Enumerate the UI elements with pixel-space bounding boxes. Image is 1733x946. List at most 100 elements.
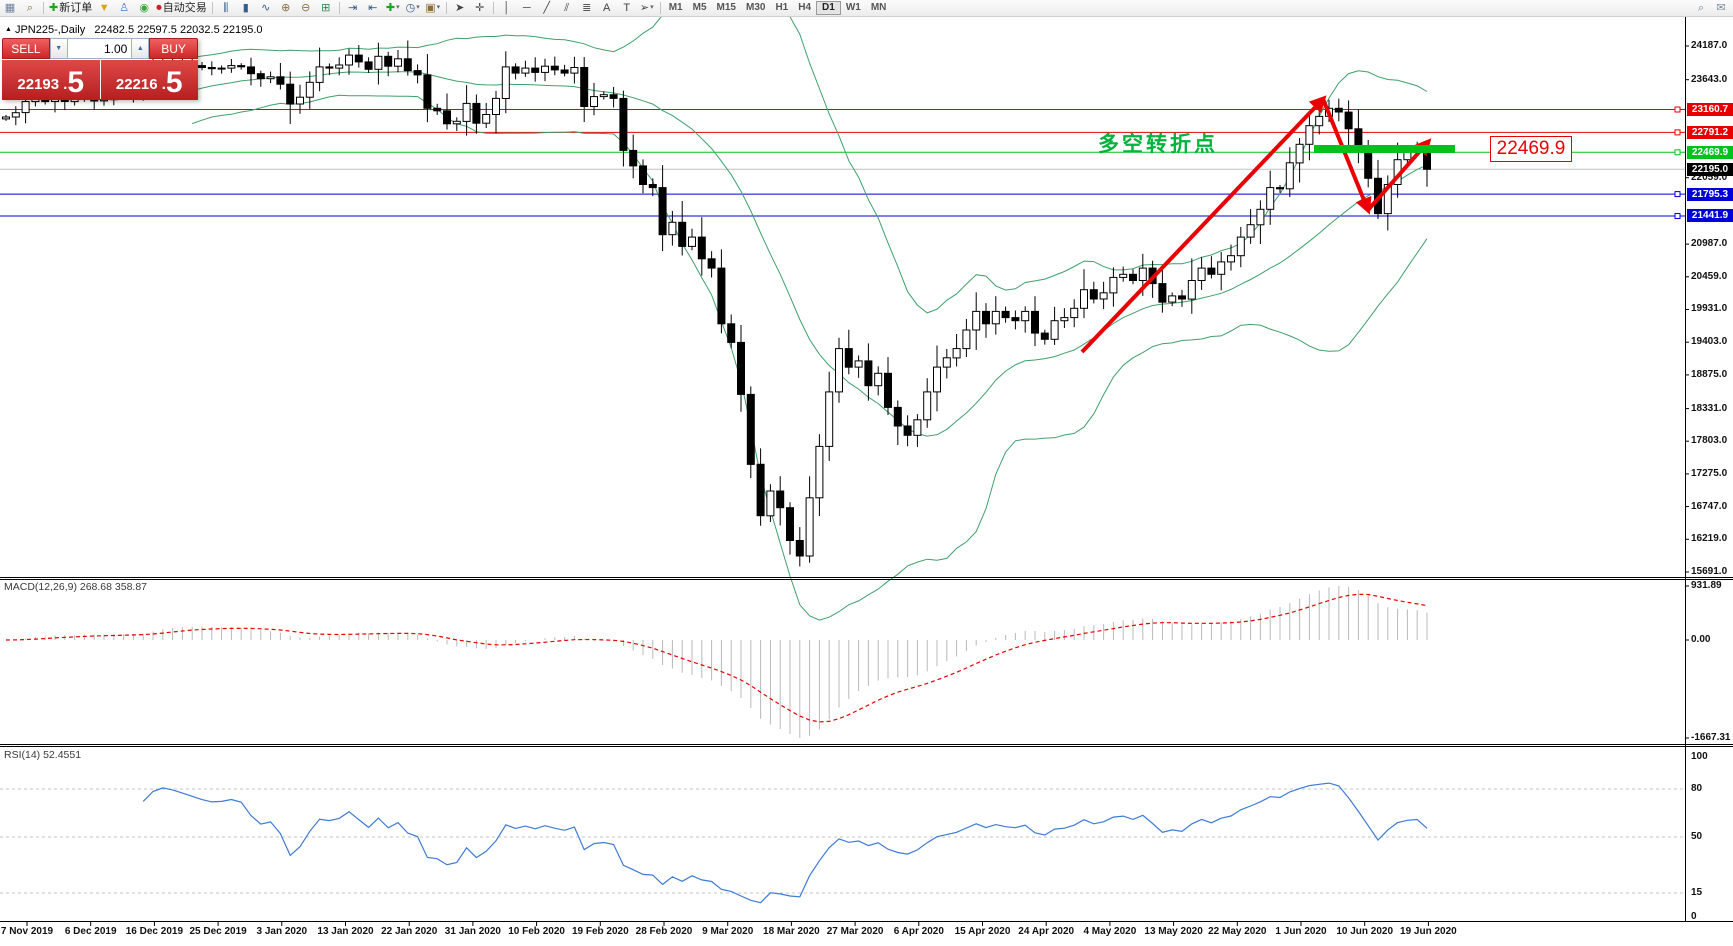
zoom-out-icon: ⊖	[301, 2, 311, 14]
cursor-icon: ➤	[455, 2, 465, 14]
expert-advisor-icon[interactable]: ♙	[114, 1, 134, 15]
price-axis-tick: 18331.0	[1691, 402, 1728, 414]
arrows-icon[interactable]: ➢ ▾	[637, 1, 657, 15]
price-axis-tick: 16219.0	[1691, 533, 1728, 545]
buy-price-frac: 5	[165, 66, 183, 99]
zoom-in-icon[interactable]: ⊕	[276, 1, 296, 15]
text-icon: A	[603, 2, 611, 14]
vertical-line-icon: │	[503, 2, 511, 14]
price-axis-tick: 19931.0	[1691, 303, 1728, 315]
date-axis-label: 22 Jan 2020	[381, 926, 438, 937]
line-chart-icon[interactable]: ∿	[256, 1, 276, 15]
tile-windows-icon[interactable]: ⊞	[316, 1, 336, 15]
date-axis-label: 4 May 2020	[1083, 926, 1137, 937]
rsi-axis-tick: 80	[1691, 783, 1703, 794]
date-axis-label: 15 Apr 2020	[954, 926, 1011, 937]
bar-chart-icon[interactable]: ⫼	[216, 1, 236, 15]
periods-icon[interactable]: ◷ ▾	[403, 1, 423, 15]
templates-icon[interactable]: ▣ ▾	[423, 1, 443, 15]
new-order-button: ✚	[49, 2, 59, 14]
date-axis-label: 16 Dec 2019	[125, 926, 184, 937]
date-axis-label: 7 Nov 2019	[0, 926, 54, 937]
timeframe-h4[interactable]: H4	[798, 2, 812, 13]
horizontal-line-icon: ─	[522, 2, 531, 14]
buy-price-panel[interactable]: 22216 .5	[100, 60, 198, 100]
date-axis-label: 3 Jan 2020	[256, 926, 308, 937]
chevron-down-icon: ▾	[396, 4, 400, 11]
timeframe-m5[interactable]: M5	[692, 2, 707, 13]
toolbar-separator	[338, 2, 340, 14]
price-axis-tick: 19403.0	[1691, 336, 1728, 348]
macd-axis-tick: 931.89	[1691, 580, 1722, 591]
level-price-tag: 22791.2	[1687, 125, 1733, 139]
indicators-icon[interactable]: ✚ ▾	[383, 1, 403, 15]
volume-input[interactable]: 1.00	[67, 38, 132, 59]
rsi-axis-tick: 15	[1691, 887, 1703, 898]
candlestick-icon[interactable]: ▮	[236, 1, 256, 15]
price-axis-tick: 24187.0	[1691, 40, 1728, 51]
timeframe-d1[interactable]: D1	[816, 1, 841, 15]
cursor-icon[interactable]: ➤	[450, 1, 470, 15]
ohlc-readout: 22482.5 22597.5 22032.5 22195.0	[94, 24, 263, 36]
text-icon[interactable]: A	[597, 1, 617, 15]
date-axis-label: 18 Mar 2020	[763, 926, 820, 937]
chart-shift-icon[interactable]: ⇤	[363, 1, 383, 15]
level-price-tag: 23160.7	[1687, 103, 1733, 117]
price-axis-tick: 17275.0	[1691, 467, 1728, 479]
rsi-axis-tick: 0	[1691, 911, 1697, 922]
tile-windows-icon: ⊞	[321, 2, 331, 14]
channel-icon[interactable]: ⫽	[557, 1, 577, 15]
level-price-tag: 22469.9	[1687, 145, 1733, 159]
timeframe-mn[interactable]: MN	[870, 2, 887, 13]
new-order-button[interactable]: ✚ 新订单	[47, 1, 94, 15]
text-label-icon[interactable]: T	[617, 1, 637, 15]
candlestick-icon: ▮	[242, 2, 249, 14]
timeframe-m15[interactable]: M15	[716, 2, 736, 13]
buy-button[interactable]: BUY	[149, 38, 198, 59]
funnel-icon[interactable]: ▼	[94, 1, 114, 15]
timeframe-w1[interactable]: W1	[845, 2, 861, 13]
volume-stepper-down[interactable]: ▼	[49, 38, 68, 59]
trendline-icon[interactable]: ╱	[537, 1, 557, 15]
toolbar-separator	[445, 2, 447, 14]
chart-window-icon[interactable]: ▦	[0, 1, 20, 15]
auto-scroll-icon[interactable]: ⇥	[343, 1, 363, 15]
arrows-icon: ➢	[639, 2, 650, 14]
signal-icon[interactable]: ◉	[134, 1, 154, 15]
market-watch-icon[interactable]: ⌕	[20, 1, 40, 15]
channel-icon: ⫽	[564, 2, 570, 14]
volume-stepper-up[interactable]: ▲	[131, 38, 150, 59]
funnel-icon: ▼	[98, 2, 110, 14]
timeframe-m30[interactable]: M30	[745, 2, 766, 13]
symbol-marker-icon: ▲	[5, 26, 12, 33]
fibonacci-icon[interactable]: ≣	[577, 1, 597, 15]
timeframe-h1[interactable]: H1	[775, 2, 789, 13]
date-axis-label: 31 Jan 2020	[444, 926, 501, 937]
auto-scroll-icon: ⇥	[348, 2, 358, 14]
date-axis-label: 19 Feb 2020	[571, 926, 629, 937]
vertical-line-icon[interactable]: │	[497, 1, 517, 15]
date-axis-label: 9 Mar 2020	[702, 926, 754, 937]
price-callout-box: 22469.9	[1490, 136, 1572, 162]
main-toolbar: ▦ ⌕ ✚ 新订单 ▼ ♙ ◉ ⏺ 自动交易 ⫼ ▮ ∿ ⊕ ⊖ ⊞ ⇥ ⇤ ✚ ▾ ◷ ▾ ▣ ▾ ➤ ✛ │ ─ ╱ ⫽ ≣ A T ➢ ▾ M…	[0, 0, 1733, 17]
date-axis-label: 10 Jun 2020	[1336, 926, 1394, 937]
level-price-tag: 21795.3	[1687, 187, 1733, 201]
zoom-out-icon[interactable]: ⊖	[296, 1, 316, 15]
line-chart-icon: ∿	[261, 2, 271, 14]
sell-price-panel[interactable]: 22193 .5	[2, 60, 100, 100]
crosshair-icon[interactable]: ✛	[470, 1, 490, 15]
horizontal-line-icon[interactable]: ─	[517, 1, 537, 15]
date-axis-label: 24 Apr 2020	[1018, 926, 1075, 937]
sell-button[interactable]: SELL	[2, 38, 50, 59]
new-order-button-label: 新订单	[59, 2, 93, 14]
symbol-title: JPN225-,Daily	[14, 24, 86, 36]
chat-icon[interactable]: ✉	[1716, 2, 1726, 14]
level-price-tag: 21441.9	[1687, 209, 1733, 223]
timeframe-m1[interactable]: M1	[668, 2, 683, 13]
bar-chart-icon: ⫼	[223, 2, 229, 14]
price-axis-tick: 17803.0	[1691, 435, 1728, 447]
chart-title: ▲ JPN225-,Daily 22482.5 22597.5 22032.5 2…	[5, 24, 263, 36]
search-icon[interactable]: ⌕	[1697, 2, 1705, 14]
auto-trading-button[interactable]: ⏺ 自动交易	[154, 1, 209, 15]
